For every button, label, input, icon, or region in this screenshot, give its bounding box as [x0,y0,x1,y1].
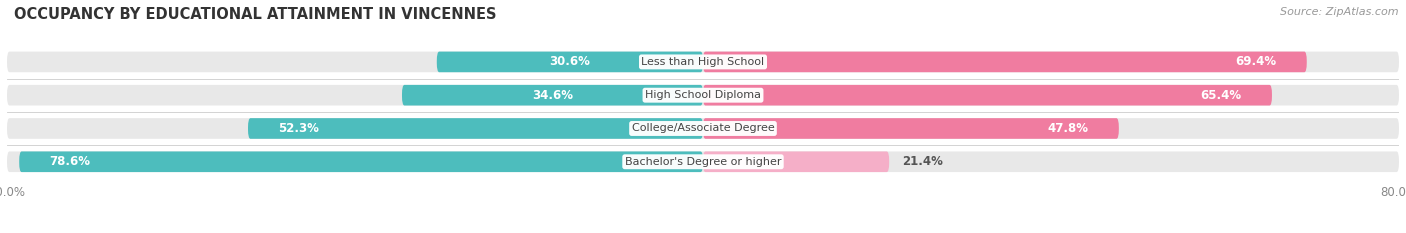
Legend: Owner-occupied, Renter-occupied: Owner-occupied, Renter-occupied [581,230,825,233]
Text: 30.6%: 30.6% [550,55,591,69]
Text: College/Associate Degree: College/Associate Degree [631,123,775,134]
Text: 47.8%: 47.8% [1047,122,1088,135]
Text: OCCUPANCY BY EDUCATIONAL ATTAINMENT IN VINCENNES: OCCUPANCY BY EDUCATIONAL ATTAINMENT IN V… [14,7,496,22]
FancyBboxPatch shape [703,118,1119,139]
FancyBboxPatch shape [7,51,1399,72]
Text: 52.3%: 52.3% [278,122,319,135]
FancyBboxPatch shape [247,118,703,139]
FancyBboxPatch shape [703,151,889,172]
Text: Less than High School: Less than High School [641,57,765,67]
Text: 34.6%: 34.6% [531,89,574,102]
Text: Bachelor's Degree or higher: Bachelor's Degree or higher [624,157,782,167]
Text: 78.6%: 78.6% [49,155,90,168]
Text: 21.4%: 21.4% [903,155,943,168]
FancyBboxPatch shape [703,85,1272,106]
Text: 65.4%: 65.4% [1201,89,1241,102]
Text: 69.4%: 69.4% [1236,55,1277,69]
Text: Source: ZipAtlas.com: Source: ZipAtlas.com [1281,7,1399,17]
FancyBboxPatch shape [20,151,703,172]
FancyBboxPatch shape [703,51,1306,72]
FancyBboxPatch shape [437,51,703,72]
FancyBboxPatch shape [7,118,1399,139]
FancyBboxPatch shape [402,85,703,106]
FancyBboxPatch shape [7,151,1399,172]
FancyBboxPatch shape [7,85,1399,106]
Text: High School Diploma: High School Diploma [645,90,761,100]
